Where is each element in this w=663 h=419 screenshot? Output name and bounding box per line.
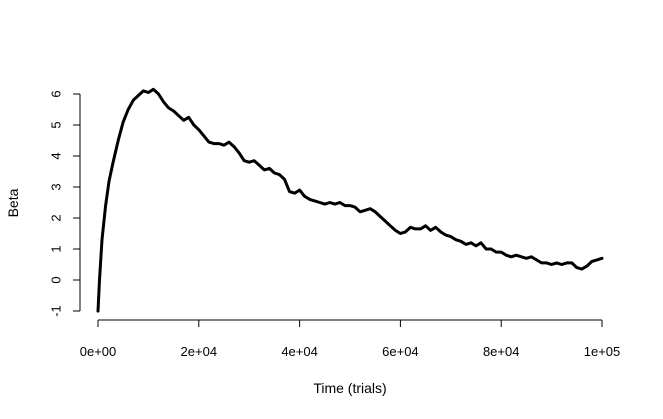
- x-tick-label: 4e+04: [281, 344, 318, 359]
- y-tick-label: 6: [48, 90, 63, 97]
- y-tick-label: 0: [48, 276, 63, 283]
- x-axis: 0e+00 2e+04 4e+04 6e+04 8e+04 1e+05: [80, 319, 621, 359]
- x-tick-label: 6e+04: [382, 344, 419, 359]
- y-tick-label: 5: [48, 121, 63, 128]
- y-tick-label: 3: [48, 183, 63, 190]
- x-tick-label: 2e+04: [181, 344, 218, 359]
- beta-series-line: [96, 87, 604, 313]
- y-tick-label: 2: [48, 214, 63, 221]
- x-tick-label: 0e+00: [80, 344, 117, 359]
- y-tick-label: -1: [48, 305, 63, 317]
- y-axis-title: Beta: [5, 188, 21, 217]
- x-tick-label: 1e+05: [584, 344, 621, 359]
- y-tick-label: 1: [48, 245, 63, 252]
- x-axis-title: Time (trials): [313, 380, 386, 396]
- x-tick-label: 8e+04: [483, 344, 520, 359]
- plot-area: [96, 87, 604, 313]
- y-axis: -1 0 1 2 3 4 5 6: [48, 90, 81, 317]
- y-tick-label: 4: [48, 152, 63, 159]
